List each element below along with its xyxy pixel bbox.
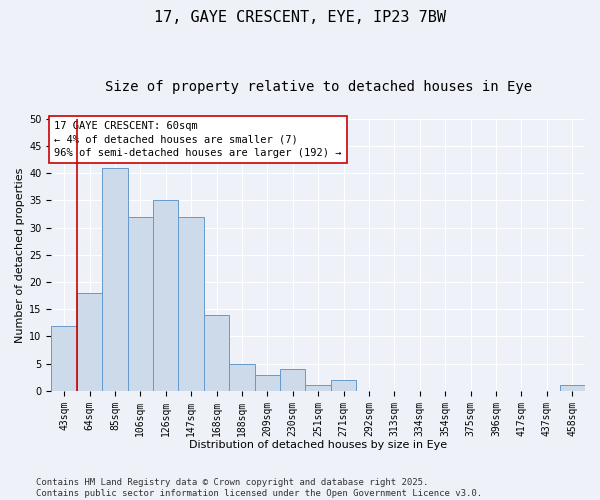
Bar (254, 374, 280, 391)
Bar (52, 326, 77, 391)
Bar (305, 386, 331, 391)
Bar (102, 168, 128, 391)
Bar (128, 216, 153, 391)
Bar (178, 216, 204, 391)
Text: 17 GAYE CRESCENT: 60sqm
← 4% of detached houses are smaller (7)
96% of semi-deta: 17 GAYE CRESCENT: 60sqm ← 4% of detached… (54, 122, 341, 158)
Bar (229, 364, 254, 391)
Bar (331, 380, 356, 391)
Bar (77, 293, 102, 391)
Y-axis label: Number of detached properties: Number of detached properties (15, 167, 25, 342)
Bar (204, 314, 229, 391)
X-axis label: Distribution of detached houses by size in Eye: Distribution of detached houses by size … (189, 440, 447, 450)
Bar (560, 386, 585, 391)
Bar (153, 200, 178, 391)
Bar (280, 369, 305, 391)
Text: 17, GAYE CRESCENT, EYE, IP23 7BW: 17, GAYE CRESCENT, EYE, IP23 7BW (154, 10, 446, 25)
Title: Size of property relative to detached houses in Eye: Size of property relative to detached ho… (104, 80, 532, 94)
Text: Contains HM Land Registry data © Crown copyright and database right 2025.
Contai: Contains HM Land Registry data © Crown c… (36, 478, 482, 498)
